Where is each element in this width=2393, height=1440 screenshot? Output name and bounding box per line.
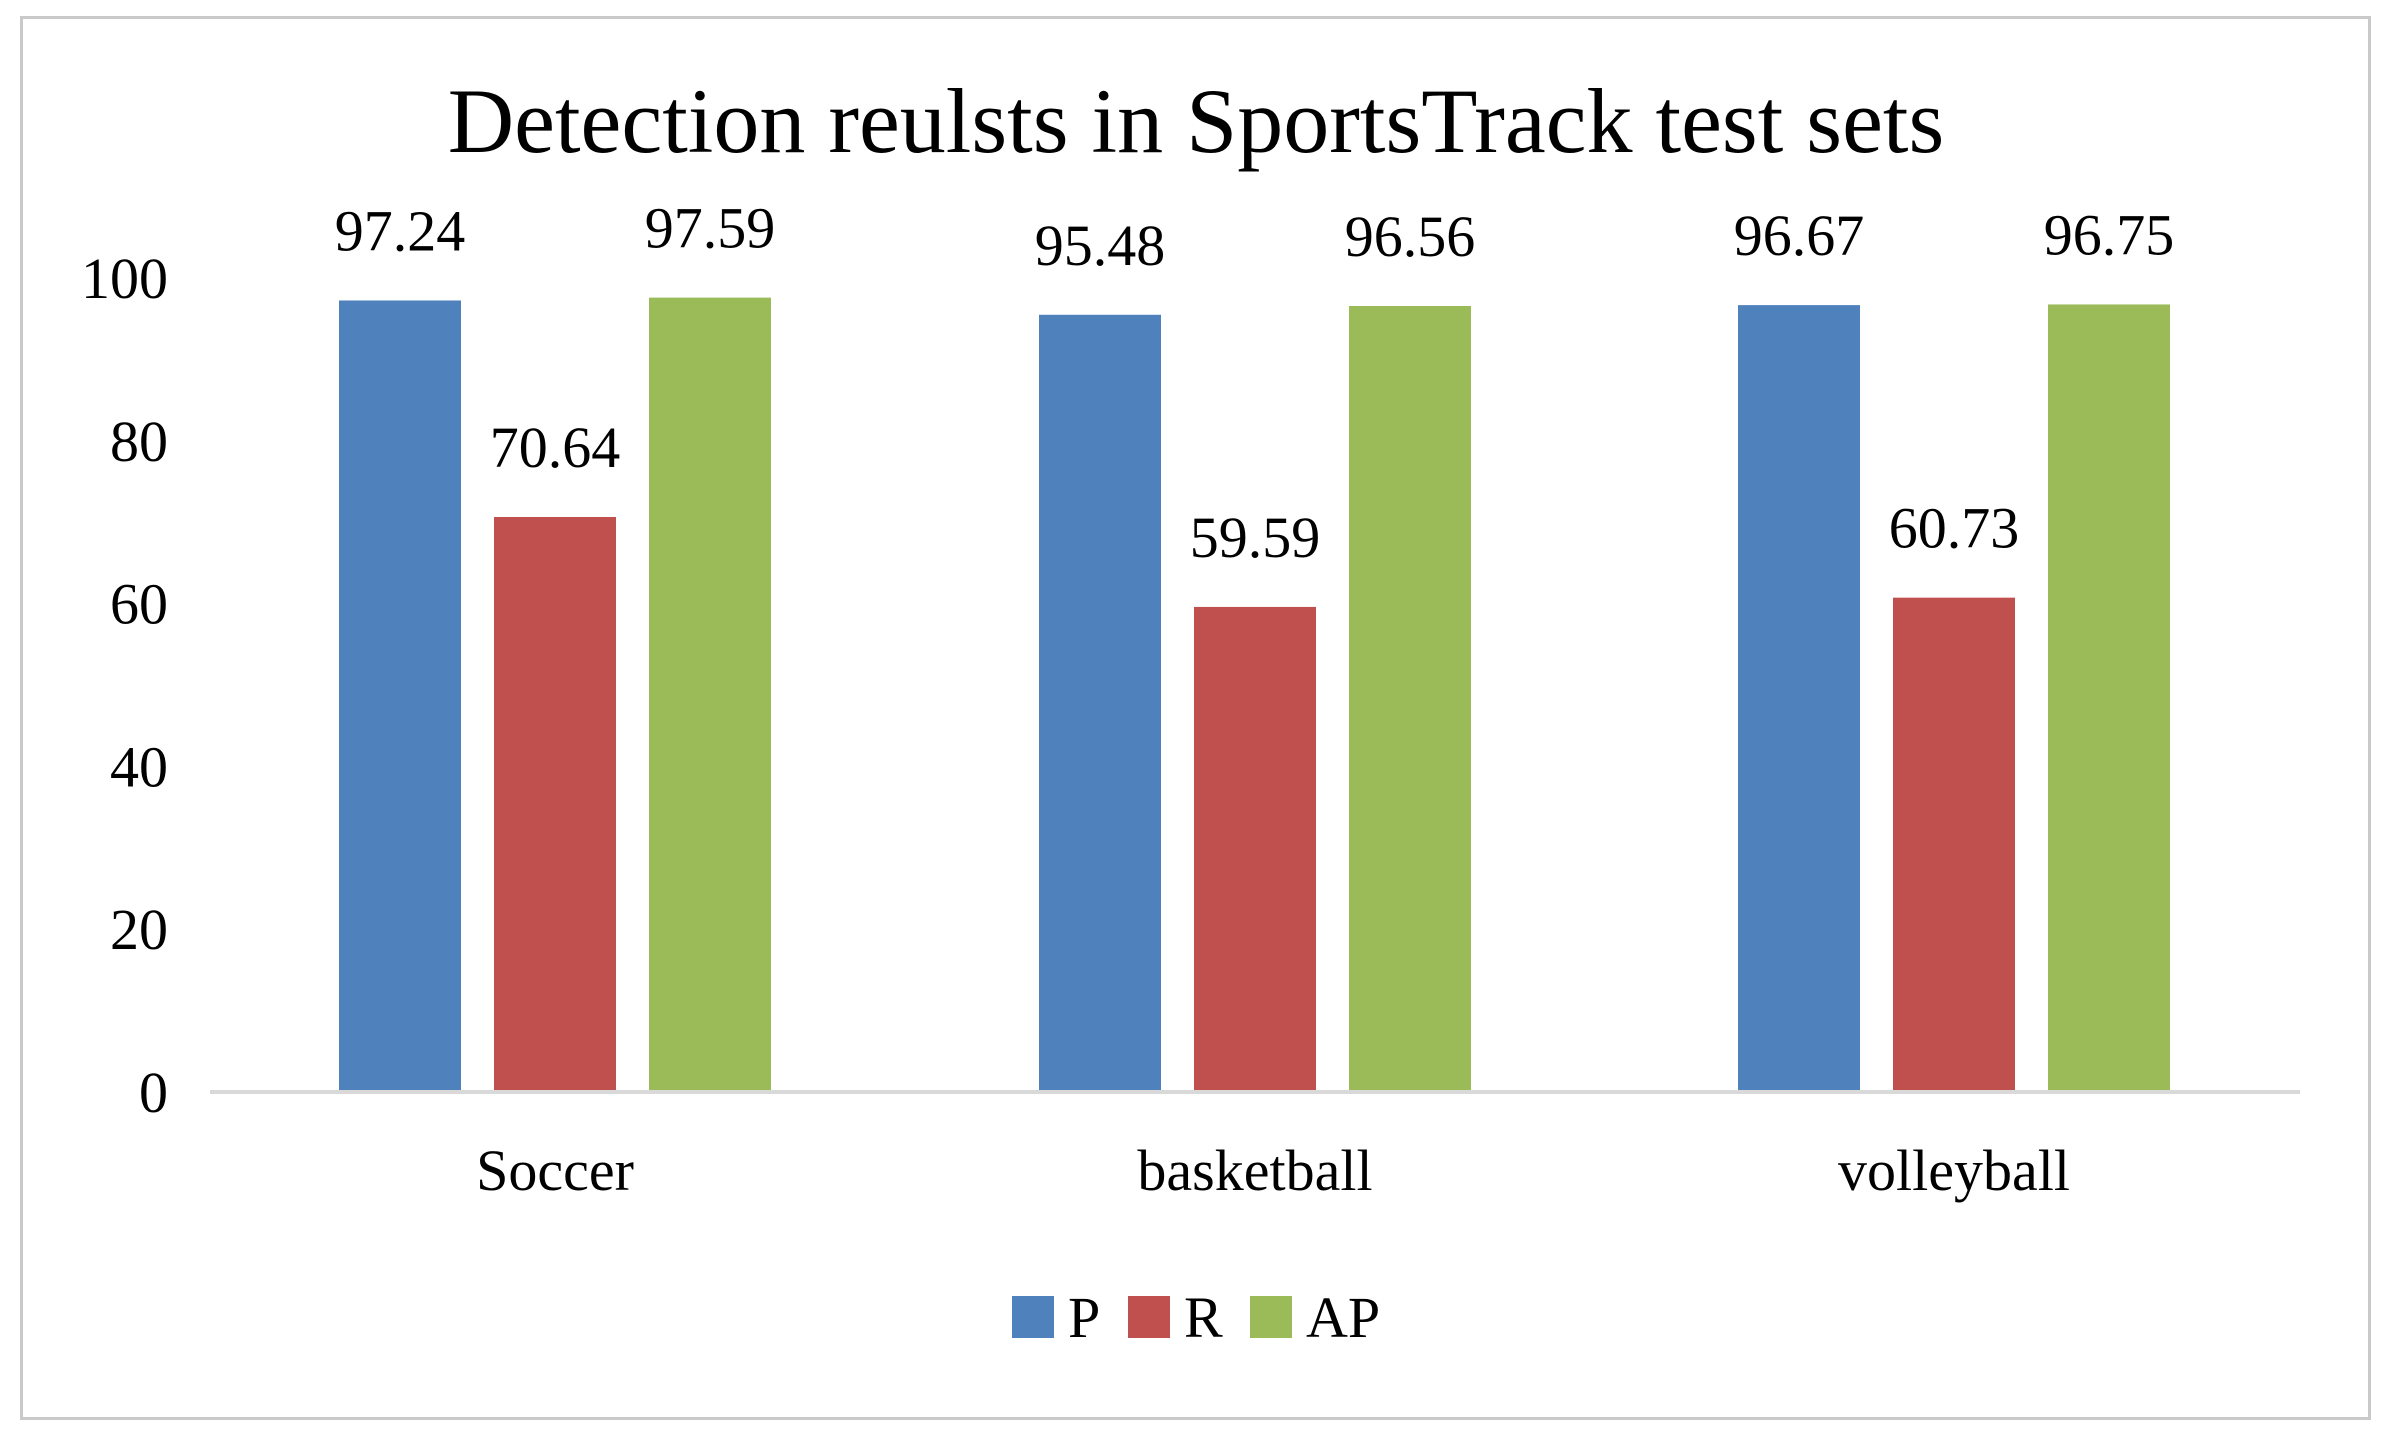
data-label-ap-soccer: 97.59: [645, 196, 776, 261]
y-tick-label: 20: [110, 897, 168, 962]
data-label-p-soccer: 97.24: [335, 198, 466, 263]
legend-label-ap: AP: [1306, 1285, 1380, 1350]
data-label-r-soccer: 70.64: [490, 415, 621, 480]
bar-ap-basketball: [1349, 306, 1471, 1092]
chart-title: Detection reulsts in SportsTrack test se…: [448, 70, 1945, 172]
y-tick-label: 80: [110, 409, 168, 474]
category-labels: Soccer basketball volleyball: [476, 1138, 2070, 1203]
bar-ap-soccer: [649, 297, 771, 1092]
data-label-r-volleyball: 60.73: [1889, 496, 2020, 561]
bar-p-basketball: [1039, 314, 1161, 1092]
bar-r-basketball: [1194, 606, 1316, 1092]
legend-label-p: P: [1068, 1285, 1100, 1350]
data-label-ap-volleyball: 96.75: [2044, 202, 2175, 267]
y-tick-label: 100: [81, 246, 168, 311]
data-label-p-volleyball: 96.67: [1734, 203, 1865, 268]
legend: P R AP: [1012, 1285, 1380, 1350]
bar-ap-volleyball: [2048, 304, 2170, 1093]
category-label-volleyball: volleyball: [1838, 1138, 2070, 1203]
legend-swatch-r: [1128, 1296, 1170, 1338]
data-label-r-basketball: 59.59: [1190, 505, 1321, 570]
bars-group: [339, 297, 2170, 1093]
category-label-soccer: Soccer: [476, 1138, 634, 1203]
y-axis-ticks: 0 20 40 60 80 100: [81, 246, 168, 1125]
y-tick-label: 40: [110, 734, 168, 799]
category-label-basketball: basketball: [1137, 1138, 1372, 1203]
y-tick-label: 60: [110, 572, 168, 637]
data-labels-group: 97.24 95.48 96.67 70.64 59.59 60.73 97.59 96.56…: [335, 196, 2175, 570]
bar-r-soccer: [494, 516, 616, 1092]
legend-label-r: R: [1184, 1285, 1223, 1350]
data-label-ap-basketball: 96.56: [1345, 204, 1476, 269]
y-tick-label: 0: [139, 1060, 168, 1125]
bar-p-volleyball: [1738, 305, 1860, 1092]
legend-swatch-ap: [1250, 1296, 1292, 1338]
legend-swatch-p: [1012, 1296, 1054, 1338]
bar-p-soccer: [339, 300, 461, 1092]
data-label-p-basketball: 95.48: [1035, 213, 1166, 278]
bar-r-volleyball: [1893, 597, 2015, 1092]
